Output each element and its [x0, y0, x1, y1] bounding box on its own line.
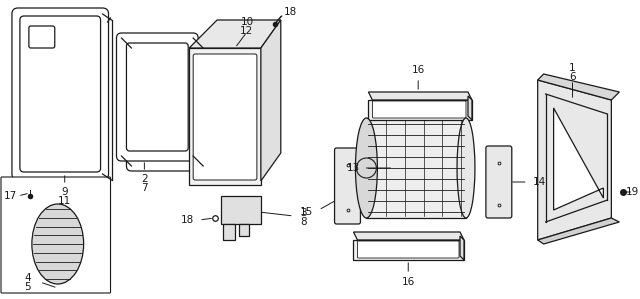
FancyBboxPatch shape [372, 101, 466, 118]
FancyBboxPatch shape [127, 43, 208, 171]
Polygon shape [239, 224, 249, 236]
Ellipse shape [32, 204, 84, 284]
Polygon shape [221, 196, 261, 224]
Polygon shape [189, 20, 281, 48]
Polygon shape [554, 108, 604, 210]
FancyBboxPatch shape [12, 8, 109, 180]
Text: 9: 9 [61, 187, 68, 197]
Text: 18: 18 [180, 215, 194, 225]
Polygon shape [369, 100, 472, 120]
Polygon shape [538, 218, 620, 244]
Text: 12: 12 [240, 26, 253, 36]
FancyBboxPatch shape [20, 16, 100, 172]
Text: 6: 6 [569, 72, 576, 82]
Polygon shape [460, 236, 464, 260]
FancyBboxPatch shape [335, 148, 360, 224]
Text: 5: 5 [24, 282, 31, 292]
Text: 2: 2 [141, 174, 148, 184]
Text: 7: 7 [141, 183, 148, 193]
Text: 15: 15 [300, 207, 314, 217]
Polygon shape [369, 92, 472, 100]
Text: 17: 17 [3, 191, 17, 201]
Polygon shape [538, 74, 620, 100]
Text: 18: 18 [284, 7, 298, 17]
FancyBboxPatch shape [358, 241, 459, 258]
Polygon shape [468, 96, 472, 120]
Text: 11: 11 [58, 196, 71, 206]
Text: 19: 19 [626, 187, 639, 197]
Text: 1: 1 [569, 63, 576, 73]
Text: 16: 16 [412, 65, 425, 75]
Polygon shape [353, 232, 464, 240]
Text: 8: 8 [300, 217, 307, 227]
Text: 14: 14 [533, 177, 547, 187]
FancyBboxPatch shape [29, 26, 55, 48]
FancyBboxPatch shape [193, 54, 257, 180]
Polygon shape [538, 80, 611, 240]
Text: 13: 13 [347, 163, 360, 173]
Ellipse shape [355, 118, 378, 218]
Text: 10: 10 [241, 17, 253, 27]
Text: 4: 4 [24, 273, 31, 283]
Polygon shape [261, 20, 281, 181]
FancyBboxPatch shape [116, 33, 198, 161]
Text: 3: 3 [300, 208, 307, 218]
Polygon shape [367, 118, 466, 218]
Ellipse shape [457, 118, 475, 218]
FancyBboxPatch shape [1, 177, 111, 293]
FancyBboxPatch shape [127, 43, 188, 151]
Polygon shape [223, 224, 235, 240]
FancyBboxPatch shape [486, 146, 512, 218]
Polygon shape [189, 48, 261, 185]
Polygon shape [353, 240, 464, 260]
Text: 16: 16 [402, 277, 415, 287]
